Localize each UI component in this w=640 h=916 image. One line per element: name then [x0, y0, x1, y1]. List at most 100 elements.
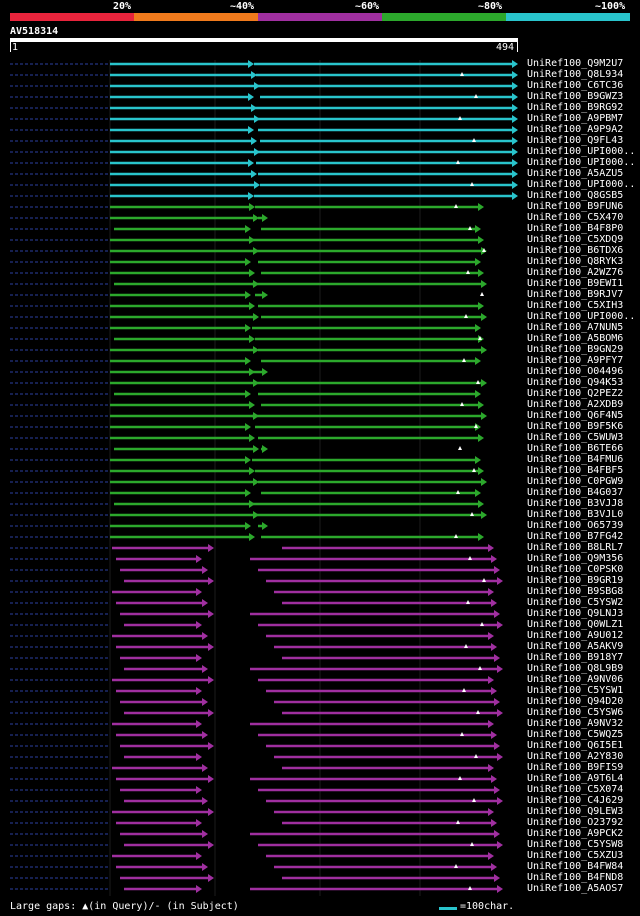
hit-label[interactable]: UniRef100_Q0WLZ1: [527, 619, 624, 630]
hit-label[interactable]: UniRef100_C5YSW2: [527, 597, 624, 608]
hit-arrow: [488, 544, 494, 552]
hit-label[interactable]: UniRef100_C5X470: [527, 212, 624, 223]
hit-label[interactable]: UniRef100_B6TDX6: [527, 245, 624, 256]
hit-label[interactable]: UniRef100_B3VJL0: [527, 509, 624, 520]
hit-label[interactable]: UniRef100_A5AKV9: [527, 641, 624, 652]
hit-label[interactable]: UniRef100_A5AOS7: [527, 883, 624, 894]
hit-label[interactable]: UniRef100_A9U012: [527, 630, 624, 641]
hit-label[interactable]: UniRef100_O65739: [527, 520, 624, 531]
hit-label[interactable]: UniRef100_O23792: [527, 817, 624, 828]
footer-legend: Large gaps: ▲(in Query)/- (in Subject): [10, 901, 239, 912]
hit-label[interactable]: UniRef100_B4G037: [527, 487, 624, 498]
hit-label[interactable]: UniRef100_Q8GSB5: [527, 190, 624, 201]
hit-label[interactable]: UniRef100_A9PFY7: [527, 355, 624, 366]
hit-label[interactable]: UniRef100_B6TE66: [527, 443, 624, 454]
hit-label[interactable]: UniRef100_Q9M2U7: [527, 58, 624, 69]
hit-label[interactable]: UniRef100_UPI000..: [527, 179, 636, 190]
hit-label[interactable]: UniRef100_C5X074: [527, 784, 624, 795]
hit-arrow: [494, 610, 500, 618]
hit-label[interactable]: UniRef100_C0PSK0: [527, 564, 624, 575]
hit-arrow: [497, 665, 503, 673]
hit-label[interactable]: UniRef100_A5AZU5: [527, 168, 624, 179]
hit-label[interactable]: UniRef100_A9PBM7: [527, 113, 624, 124]
hit-arrow: [488, 588, 494, 596]
hit-label[interactable]: UniRef100_A2Y830: [527, 751, 624, 762]
hit-label[interactable]: UniRef100_B9GWZ3: [527, 91, 624, 102]
hit-label[interactable]: UniRef100_A5BOM6: [527, 333, 624, 344]
hit-label[interactable]: UniRef100_O04496: [527, 366, 624, 377]
hit-arrow: [262, 291, 268, 299]
legend-label: ~40%: [230, 1, 255, 12]
hit-label[interactable]: UniRef100_C5XIH3: [527, 300, 624, 311]
query-id: AV518314: [10, 26, 59, 37]
hit-label[interactable]: UniRef100_B918Y7: [527, 652, 624, 663]
hit-label[interactable]: UniRef100_C0PGW9: [527, 476, 624, 487]
hit-label[interactable]: UniRef100_C6TC36: [527, 80, 624, 91]
hit-label[interactable]: UniRef100_B4F8P0: [527, 223, 624, 234]
hit-label[interactable]: UniRef100_C5WQZ5: [527, 729, 624, 740]
hit-label[interactable]: UniRef100_A9NV32: [527, 718, 624, 729]
hit-arrow: [475, 258, 481, 266]
hit-label[interactable]: UniRef100_B9GR19: [527, 575, 624, 586]
hit-label[interactable]: UniRef100_C4J629: [527, 795, 624, 806]
hit-label[interactable]: UniRef100_C5WUW3: [527, 432, 624, 443]
hit-arrow: [488, 676, 494, 684]
hit-label[interactable]: UniRef100_C5YSW1: [527, 685, 624, 696]
hit-label[interactable]: UniRef100_Q9M356: [527, 553, 624, 564]
hit-label[interactable]: UniRef100_Q9LNJ3: [527, 608, 624, 619]
hit-label[interactable]: UniRef100_A9NV06: [527, 674, 624, 685]
hit-label[interactable]: UniRef100_Q2PEZ2: [527, 388, 624, 399]
hit-label[interactable]: UniRef100_B4FBF5: [527, 465, 624, 476]
hit-label[interactable]: UniRef100_B9FIS9: [527, 762, 624, 773]
hit-arrow: [245, 423, 251, 431]
hit-label[interactable]: UniRef100_Q6I5E1: [527, 740, 624, 751]
hit-label[interactable]: UniRef100_Q8RYK3: [527, 256, 624, 267]
hit-arrow: [208, 775, 214, 783]
hit-arrow: [481, 412, 487, 420]
hit-label[interactable]: UniRef100_B9RG92: [527, 102, 624, 113]
gap-marker: [468, 556, 472, 560]
hit-label[interactable]: UniRef100_Q94D20: [527, 696, 624, 707]
hit-label[interactable]: UniRef100_C5XZU3: [527, 850, 624, 861]
hit-label[interactable]: UniRef100_B9F5K6: [527, 421, 624, 432]
hit-label[interactable]: UniRef100_B4FMU6: [527, 454, 624, 465]
hit-label[interactable]: UniRef100_A9T6L4: [527, 773, 624, 784]
hit-arrow: [497, 577, 503, 585]
hit-label[interactable]: UniRef100_Q9FL43: [527, 135, 624, 146]
hit-label[interactable]: UniRef100_A2WZ76: [527, 267, 624, 278]
hit-label[interactable]: UniRef100_B7FG42: [527, 531, 624, 542]
hit-label[interactable]: UniRef100_Q6F4N5: [527, 410, 624, 421]
hit-arrow: [196, 720, 202, 728]
hit-label[interactable]: UniRef100_B9EWI1: [527, 278, 624, 289]
hit-label[interactable]: UniRef100_Q9LEW3: [527, 806, 624, 817]
hit-label[interactable]: UniRef100_C5YSW6: [527, 707, 624, 718]
hit-arrow: [512, 192, 518, 200]
hit-label[interactable]: UniRef100_A9PCK2: [527, 828, 624, 839]
hit-arrow: [245, 390, 251, 398]
hit-label[interactable]: UniRef100_UPI000..: [527, 157, 636, 168]
hit-label[interactable]: UniRef100_B3VJJ8: [527, 498, 624, 509]
gap-marker: [472, 468, 476, 472]
hit-label[interactable]: UniRef100_C5YSW8: [527, 839, 624, 850]
hit-label[interactable]: UniRef100_UPI000..: [527, 311, 636, 322]
hit-label[interactable]: UniRef100_C5XDQ9: [527, 234, 624, 245]
hit-label[interactable]: UniRef100_UPI000..: [527, 146, 636, 157]
hit-label[interactable]: UniRef100_B4FW84: [527, 861, 624, 872]
hit-label[interactable]: UniRef100_Q94K53: [527, 377, 624, 388]
gap-marker: [454, 204, 458, 208]
hit-arrow: [475, 357, 481, 365]
hit-label[interactable]: UniRef100_B9FUN6: [527, 201, 624, 212]
hit-label[interactable]: UniRef100_A7NUN5: [527, 322, 624, 333]
hit-label[interactable]: UniRef100_A9P9A2: [527, 124, 624, 135]
hit-label[interactable]: UniRef100_B4FND8: [527, 872, 624, 883]
hit-label[interactable]: UniRef100_Q8L934: [527, 69, 624, 80]
hit-label[interactable]: UniRef100_B9SBG8: [527, 586, 624, 597]
hit-label[interactable]: UniRef100_Q8L9B9: [527, 663, 624, 674]
hit-label[interactable]: UniRef100_B9RJV7: [527, 289, 624, 300]
hit-label[interactable]: UniRef100_B9GN29: [527, 344, 624, 355]
legend-segment: [258, 13, 382, 21]
hit-arrow: [253, 346, 259, 354]
hit-arrow: [202, 698, 208, 706]
hit-label[interactable]: UniRef100_A2XDB9: [527, 399, 624, 410]
hit-label[interactable]: UniRef100_B8LRL7: [527, 542, 624, 553]
